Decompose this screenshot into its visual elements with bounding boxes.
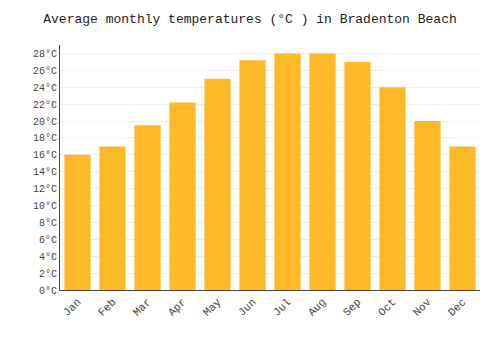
svg-text:16°C: 16°C xyxy=(33,150,57,161)
svg-text:24°C: 24°C xyxy=(33,83,57,94)
svg-text:4°C: 4°C xyxy=(39,252,57,263)
svg-text:28°C: 28°C xyxy=(33,49,57,60)
svg-text:2°C: 2°C xyxy=(39,269,57,280)
svg-text:Sep: Sep xyxy=(341,296,363,318)
svg-text:14°C: 14°C xyxy=(33,167,57,178)
svg-text:Nov: Nov xyxy=(411,296,434,319)
svg-text:Average monthly temperatures (: Average monthly temperatures (°C ) in Br… xyxy=(43,12,456,27)
svg-text:10°C: 10°C xyxy=(33,201,57,212)
svg-text:Jan: Jan xyxy=(61,296,83,318)
svg-text:Apr: Apr xyxy=(166,296,188,318)
svg-text:Oct: Oct xyxy=(376,296,398,318)
svg-text:Jul: Jul xyxy=(271,296,293,318)
svg-text:8°C: 8°C xyxy=(39,218,57,229)
svg-text:Feb: Feb xyxy=(96,296,118,318)
svg-text:Mar: Mar xyxy=(131,296,153,318)
svg-text:Aug: Aug xyxy=(306,296,328,318)
svg-text:Jun: Jun xyxy=(236,296,258,318)
svg-text:20°C: 20°C xyxy=(33,117,57,128)
svg-text:12°C: 12°C xyxy=(33,184,57,195)
svg-text:22°C: 22°C xyxy=(33,100,57,111)
svg-text:May: May xyxy=(201,296,224,319)
svg-text:26°C: 26°C xyxy=(33,66,57,77)
svg-text:6°C: 6°C xyxy=(39,235,57,246)
svg-text:Dec: Dec xyxy=(446,296,468,318)
svg-text:18°C: 18°C xyxy=(33,133,57,144)
svg-text:0°C: 0°C xyxy=(39,286,57,297)
